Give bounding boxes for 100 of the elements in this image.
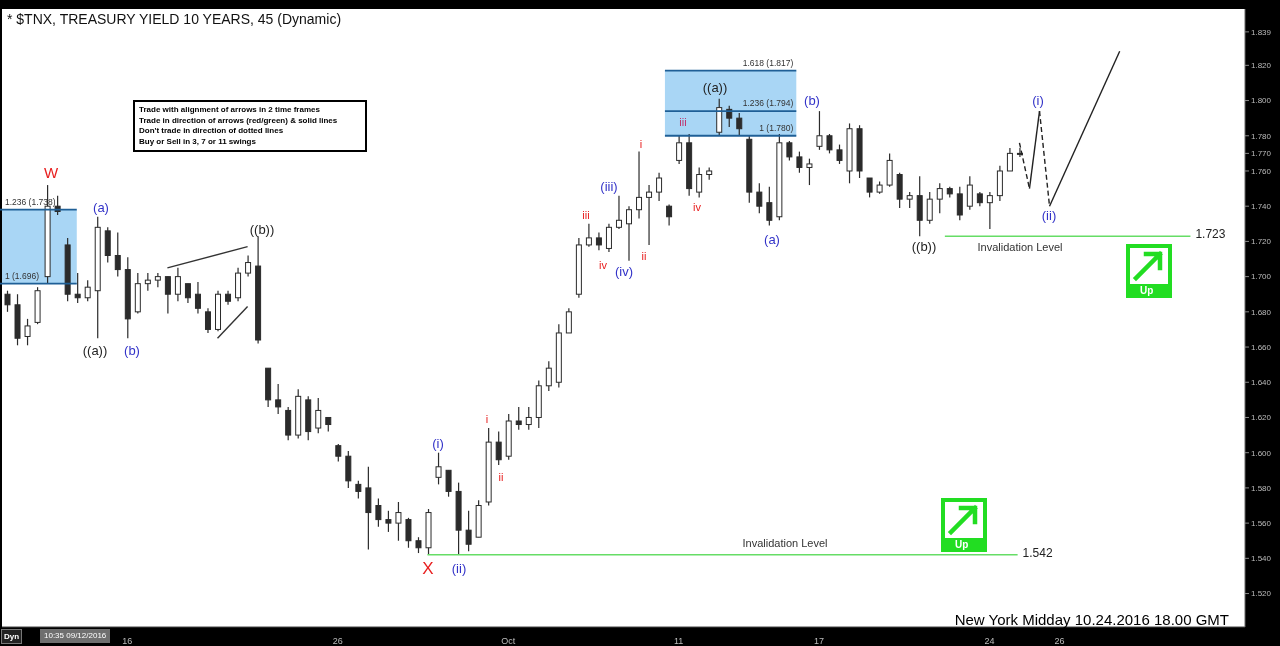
y-tick-label: 1.600	[1251, 448, 1272, 458]
annotation: Invalidation Level	[977, 240, 1063, 254]
x-tick-label: 17	[813, 636, 824, 646]
y-tick-label: 1.660	[1251, 342, 1272, 352]
annotation: (a)	[93, 199, 109, 215]
y-tick-label: 1.620	[1251, 413, 1272, 423]
candlestick	[114, 232, 121, 278]
candlestick	[154, 272, 161, 288]
candlestick	[936, 182, 943, 214]
y-tick-label: 1.520	[1251, 589, 1272, 599]
x-tick-label: 26	[1054, 636, 1065, 646]
annotation: ii	[498, 470, 504, 484]
y-tick-label: 1.780	[1251, 131, 1272, 141]
annotation: (b)	[804, 92, 820, 108]
candlestick	[786, 140, 793, 162]
annotation: (iii)	[600, 178, 618, 194]
candlestick	[174, 267, 181, 302]
candlestick	[495, 430, 502, 466]
y-tick-label: 1.800	[1251, 96, 1272, 106]
candlestick	[435, 452, 442, 485]
annotation: ((b))	[911, 238, 937, 254]
ref-line-label: 1 (1.780)	[759, 122, 794, 133]
x-tick-label: 16	[122, 636, 133, 646]
candlestick	[866, 177, 873, 198]
annotation: (ii)	[451, 560, 467, 576]
candlestick	[24, 318, 31, 346]
annotation: iv	[599, 258, 607, 272]
y-tick-label: 1.720	[1251, 237, 1272, 247]
chart-title: * $TNX, TREASURY YIELD 10 YEARS, 45 (Dynamic)	[7, 11, 342, 27]
annotation: Don't trade in direction of dotted lines	[139, 126, 285, 137]
candlestick	[605, 223, 612, 253]
candlestick	[184, 283, 191, 304]
annotation: (i)	[432, 435, 444, 451]
y-tick-label: 1.770	[1251, 149, 1272, 159]
candlestick	[826, 133, 833, 154]
annotation: Trade in direction of arrows (red/green) & solid lines	[139, 115, 339, 126]
candlestick	[796, 151, 803, 174]
candlestick	[245, 254, 252, 278]
x-tick-label: 26	[332, 636, 343, 646]
candlestick	[465, 510, 472, 552]
annotation: iv	[693, 200, 701, 214]
x-tick-label: Oct	[501, 636, 516, 646]
ref-line-label: 1.542	[1022, 545, 1053, 560]
candlestick	[204, 307, 211, 334]
y-tick-label: 1.560	[1251, 518, 1272, 528]
candlestick	[696, 166, 703, 198]
candlestick	[816, 110, 823, 151]
candlestick	[84, 279, 91, 302]
candlestick	[836, 143, 843, 165]
annotation: X	[422, 558, 434, 578]
y-tick-label: 1.680	[1251, 307, 1272, 317]
candlestick	[986, 191, 993, 230]
candlestick	[565, 307, 572, 334]
candlestick	[626, 205, 632, 262]
x-tick-label: 24	[984, 636, 995, 646]
candlestick	[656, 172, 663, 202]
candlestick	[375, 497, 382, 528]
candlestick	[756, 182, 763, 214]
annotation: (iv)	[614, 263, 634, 279]
candlestick	[515, 406, 522, 431]
candlestick	[585, 223, 592, 248]
candlestick	[275, 383, 282, 415]
candlestick	[956, 186, 963, 221]
y-tick-label: 1.740	[1251, 202, 1272, 212]
candlestick	[4, 290, 11, 313]
candlestick	[405, 517, 412, 549]
annotation: Up	[955, 539, 969, 551]
text: 10:35 09/12/2016	[40, 629, 111, 643]
candlestick	[445, 469, 452, 498]
ref-line-label: 1.723	[1195, 227, 1226, 242]
annotation: (i)	[1032, 92, 1044, 108]
x-tick-label: 11	[673, 636, 684, 646]
annotation: i	[639, 137, 643, 151]
annotation: iii	[679, 115, 687, 129]
annotation: (ii)	[1041, 207, 1057, 223]
annotation: iii	[582, 208, 590, 222]
candlestick	[315, 397, 322, 434]
y-tick-label: 1.760	[1251, 166, 1272, 176]
candlestick	[966, 175, 973, 211]
y-tick-label: 1.839	[1251, 27, 1272, 37]
y-tick-label: 1.640	[1251, 378, 1272, 388]
annotation: (a)	[764, 231, 780, 247]
candlestick	[164, 276, 171, 315]
candlestick	[525, 406, 532, 431]
ref-line-label: 1.618 (1.817)	[742, 57, 794, 68]
candlestick	[615, 195, 622, 230]
annotation: i	[485, 412, 489, 426]
candlestick	[74, 272, 81, 304]
annotation: W	[43, 163, 59, 181]
candlestick	[926, 191, 933, 225]
candlestick	[545, 360, 552, 392]
annotation: Buy or Sell in 3, 7 or 11 swings	[139, 136, 257, 147]
candlestick	[646, 184, 653, 246]
annotation: Trade with alignment of arrows in 2 time frames	[139, 105, 321, 116]
annotation: ii	[641, 249, 647, 263]
candlestick	[395, 501, 402, 542]
candlestick	[676, 135, 683, 165]
annotation: ((b))	[249, 221, 275, 237]
annotation: ((a))	[702, 79, 728, 95]
candlestick	[666, 203, 673, 227]
